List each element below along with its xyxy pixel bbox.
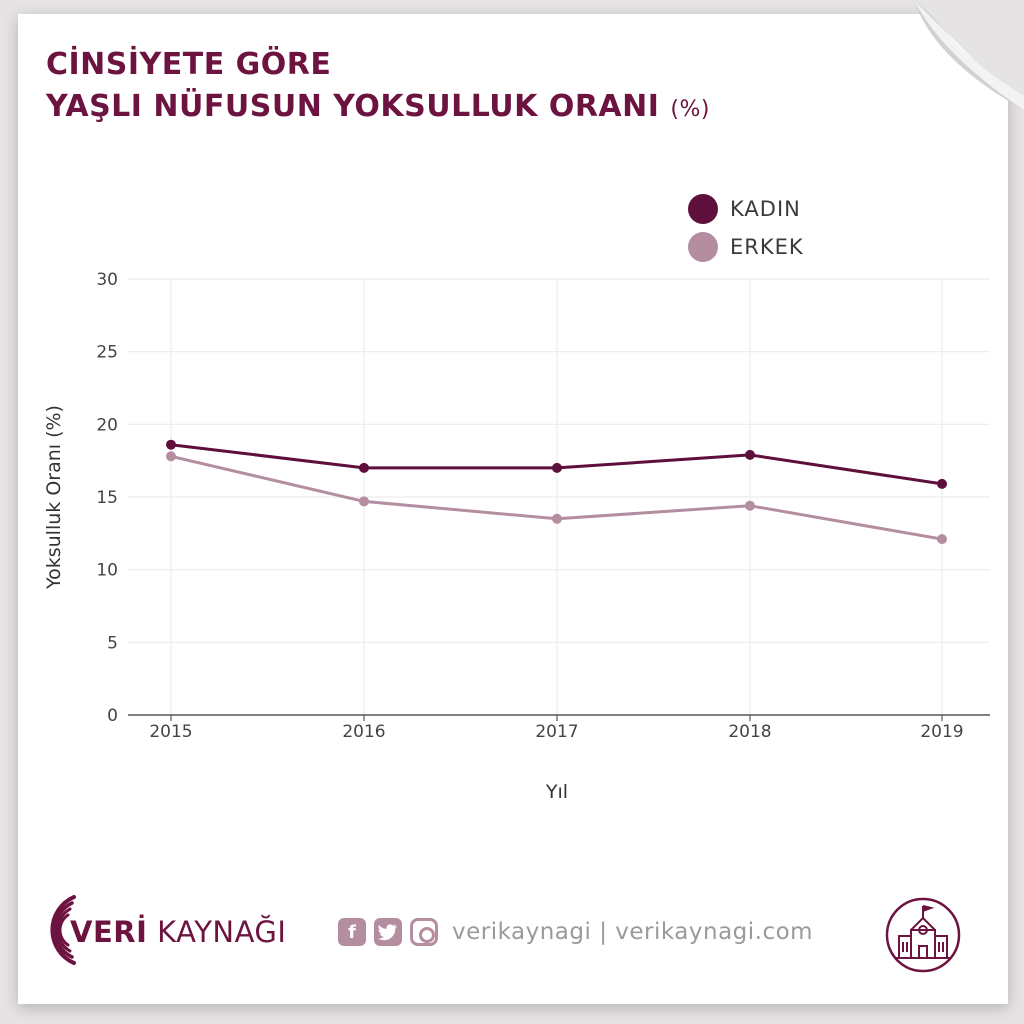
legend-dot-erkek <box>688 232 718 262</box>
facebook-icon[interactable]: f <box>338 918 366 946</box>
y-tick-label: 20 <box>96 415 118 435</box>
y-tick-label: 15 <box>96 488 118 508</box>
x-tick-label: 2016 <box>342 722 385 742</box>
chart-title: CİNSİYETE GÖRE YAŞLI NÜFUSUN YOKSULLUK O… <box>46 44 710 131</box>
legend-label-erkek: ERKEK <box>730 235 804 259</box>
school-building-icon <box>885 897 961 973</box>
social-links: f verikaynagi | verikaynagi.com <box>338 918 813 946</box>
y-tick-label: 25 <box>96 343 118 363</box>
veri-kaynagi-logo-icon <box>50 895 76 965</box>
y-axis-title: Yoksulluk Oranı (%) <box>43 405 65 590</box>
legend-dot-kadin <box>688 194 718 224</box>
x-tick-label: 2015 <box>149 722 192 742</box>
x-tick-label: 2017 <box>535 722 578 742</box>
brand-bold: VERİ <box>70 915 148 949</box>
title-unit: (%) <box>670 97 710 122</box>
y-tick-label: 0 <box>107 706 118 726</box>
legend: KADIN ERKEK <box>688 190 804 266</box>
data-point-kadin-2018 <box>745 449 755 460</box>
y-tick-label: 5 <box>107 633 118 653</box>
legend-item-kadin: KADIN <box>688 190 804 228</box>
x-tick-label: 2018 <box>728 722 771 742</box>
instagram-icon[interactable] <box>410 918 438 946</box>
title-line-2: YAŞLI NÜFUSUN YOKSULLUK ORANI <box>46 89 660 124</box>
page-sheet <box>18 14 1008 1004</box>
data-point-kadin-2019 <box>937 478 947 489</box>
social-handle-text[interactable]: verikaynagi | verikaynagi.com <box>452 919 814 945</box>
data-point-erkek-2015 <box>166 451 176 462</box>
data-point-erkek-2017 <box>552 513 562 524</box>
y-tick-label: 30 <box>96 270 118 290</box>
title-line-1: CİNSİYETE GÖRE <box>46 47 332 82</box>
data-point-kadin-2017 <box>552 462 562 473</box>
data-point-kadin-2016 <box>359 462 369 473</box>
data-point-erkek-2018 <box>745 500 755 511</box>
data-point-kadin-2015 <box>166 439 176 450</box>
brand-light: KAYNAĞI <box>147 915 287 949</box>
data-point-erkek-2016 <box>359 496 369 507</box>
brand-name: VERİ KAYNAĞI <box>70 915 286 949</box>
data-point-erkek-2019 <box>937 534 947 545</box>
x-tick-label: 2019 <box>920 722 963 742</box>
page-curl <box>914 0 1024 110</box>
legend-label-kadin: KADIN <box>730 197 801 221</box>
y-tick-label: 10 <box>96 561 118 581</box>
x-axis-title: Yıl <box>545 781 568 803</box>
legend-item-erkek: ERKEK <box>688 228 804 266</box>
twitter-icon[interactable] <box>374 918 402 946</box>
